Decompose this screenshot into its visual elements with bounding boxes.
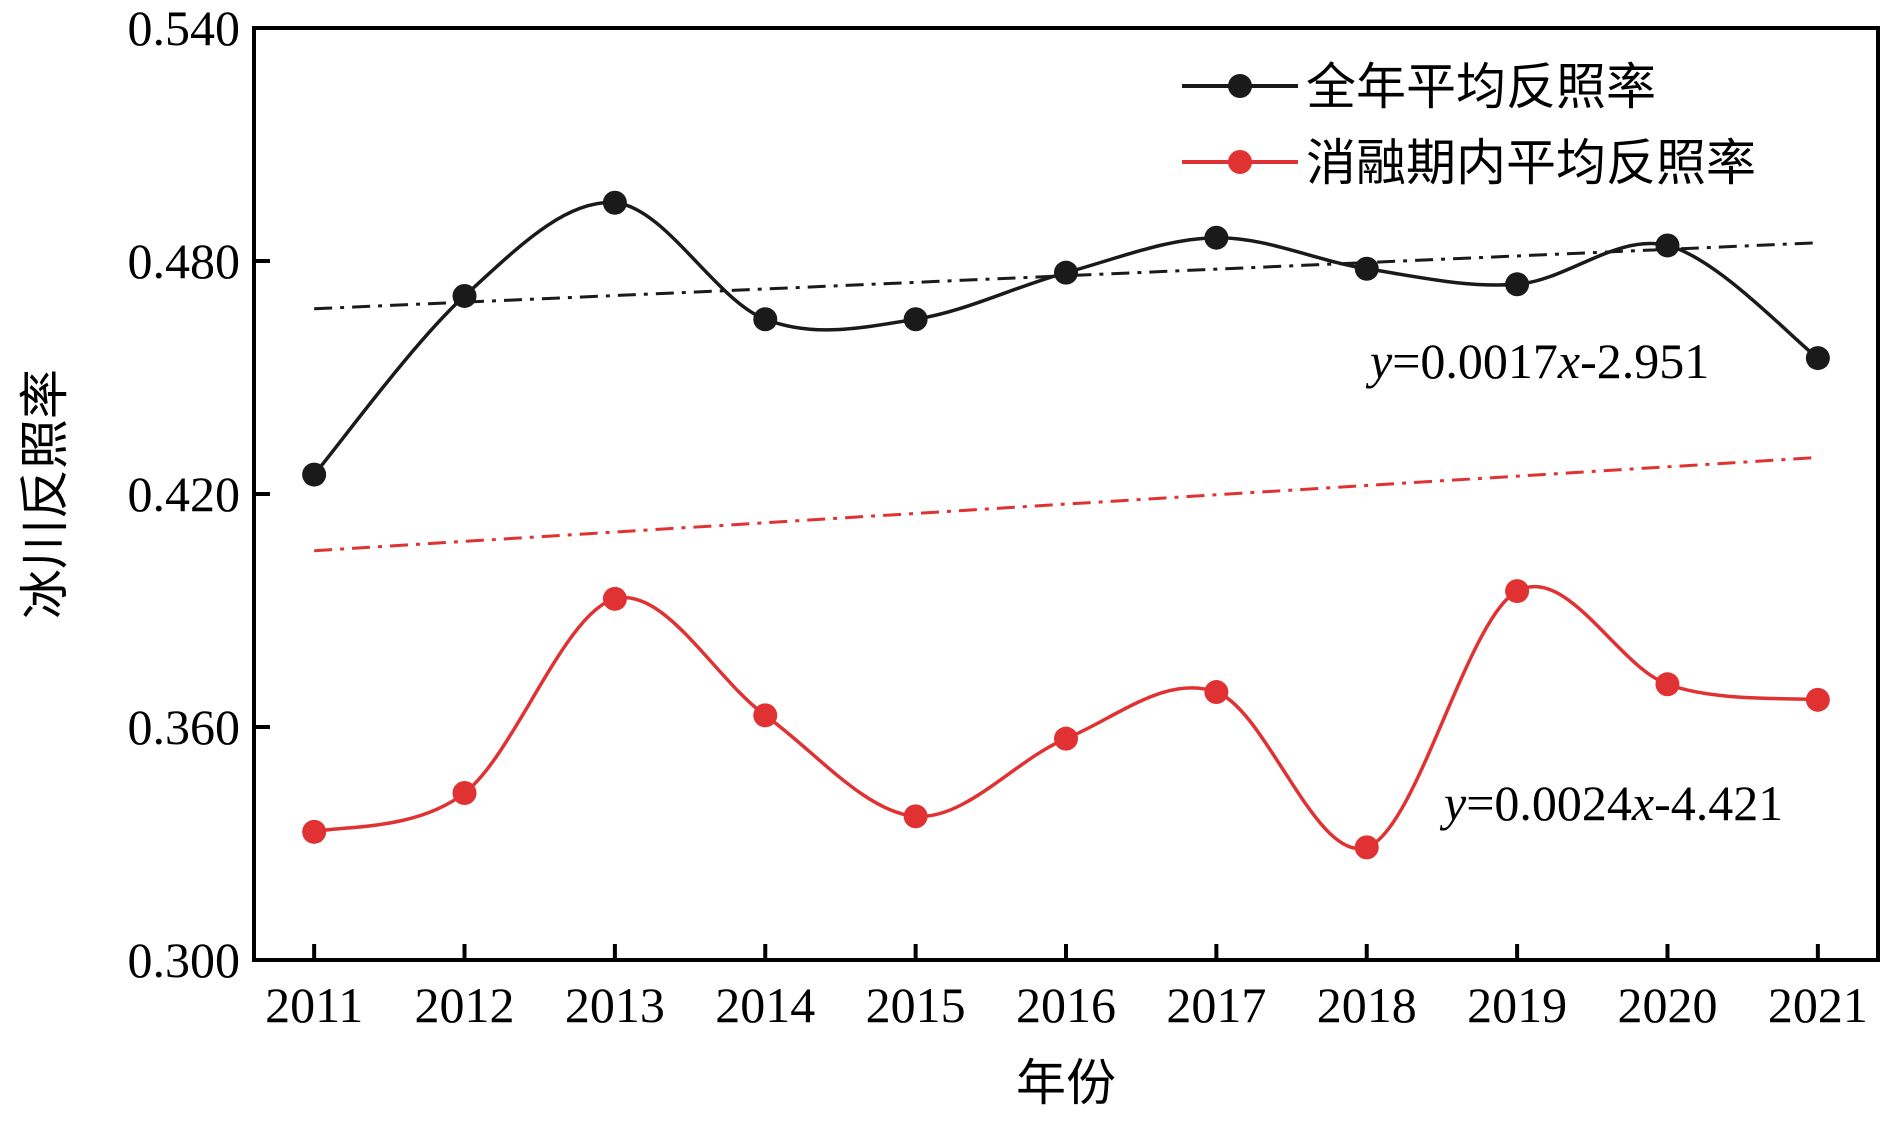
series-curves [312, 200, 1819, 851]
data-point-0-2016 [1054, 260, 1078, 285]
x-tick-label: 2020 [1617, 977, 1717, 1033]
data-point-0-2014 [753, 307, 778, 332]
y-tick-label: 0.480 [128, 233, 241, 289]
data-point-1-2018 [1354, 835, 1379, 860]
eq1-suffix: -4.421 [1654, 775, 1783, 831]
trend-lines [314, 241, 1818, 553]
data-point-1-2021 [1805, 687, 1830, 712]
data-point-0-2013 [602, 190, 627, 215]
plot-frame [252, 26, 1880, 962]
x-tick-label: 2017 [1166, 977, 1266, 1033]
x-tick-label: 2013 [565, 977, 665, 1033]
y-axis-ticks: 0.300 0.360 0.420 0.480 0.540 [128, 0, 270, 988]
trend-line-0 [314, 241, 1818, 311]
data-point-0-2011 [302, 462, 327, 487]
y-tick-label: 0.300 [128, 932, 241, 988]
x-tick-label: 2015 [866, 977, 966, 1033]
data-point-0-2019 [1505, 272, 1530, 297]
x-tick-label: 2016 [1016, 977, 1116, 1033]
series-line-0 [312, 200, 1819, 476]
eq0-suffix: -2.951 [1580, 333, 1709, 389]
legend-item-annual: 全年平均反照率 [1182, 58, 1656, 116]
legend-marker-melt [1228, 150, 1252, 174]
data-point-1-2020 [1655, 672, 1680, 697]
eq0-x: x [1557, 333, 1580, 389]
data-point-0-2020 [1655, 233, 1680, 258]
eq1-y: y [1439, 775, 1467, 831]
legend-label-annual: 全年平均反照率 [1306, 58, 1656, 116]
data-point-1-2019 [1505, 579, 1530, 604]
data-point-1-2014 [753, 703, 778, 728]
x-tick-label: 2014 [715, 977, 815, 1033]
legend-label-melt: 消融期内平均反照率 [1306, 134, 1756, 192]
y-tick-label: 0.540 [128, 0, 241, 56]
data-point-1-2013 [602, 586, 627, 611]
x-tick-label: 2021 [1768, 977, 1868, 1033]
eq0-y: y [1365, 333, 1393, 389]
data-point-1-2011 [302, 819, 327, 844]
series-points [302, 190, 1830, 860]
data-point-0-2015 [903, 307, 928, 332]
trend-equation-annual: y=0.0017x-2.951 [1365, 333, 1709, 389]
legend: 全年平均反照率 消融期内平均反照率 [1182, 58, 1756, 192]
data-point-1-2015 [903, 804, 928, 829]
data-point-1-2016 [1054, 726, 1078, 751]
data-point-1-2012 [452, 781, 477, 806]
data-point-1-2017 [1204, 680, 1229, 705]
eq0-mid: =0.0017 [1392, 333, 1558, 389]
x-tick-label: 2012 [415, 977, 515, 1033]
x-tick-label: 2019 [1467, 977, 1567, 1033]
x-axis-ticks: 2011 2012 2013 2014 2015 2016 2017 2018 2019 2020… [265, 944, 1868, 1033]
y-tick-label: 0.360 [128, 699, 241, 755]
eq1-mid: =0.0024 [1466, 775, 1632, 831]
trend-equation-melt: y=0.0024x-4.421 [1439, 775, 1783, 831]
data-point-0-2021 [1805, 346, 1830, 371]
eq1-x: x [1631, 775, 1654, 831]
series-line-1 [313, 584, 1819, 851]
y-axis-title: 冰川反照率 [16, 369, 74, 619]
data-point-0-2018 [1354, 256, 1379, 281]
data-point-0-2012 [452, 283, 477, 308]
legend-item-melt: 消融期内平均反照率 [1182, 134, 1756, 192]
x-axis-title: 年份 [1016, 1054, 1116, 1112]
legend-marker-annual [1228, 74, 1252, 98]
y-tick-label: 0.420 [128, 466, 241, 522]
data-point-0-2017 [1204, 225, 1229, 250]
trend-line-1 [314, 455, 1818, 553]
x-tick-label: 2011 [265, 977, 363, 1033]
x-tick-label: 2018 [1317, 977, 1417, 1033]
